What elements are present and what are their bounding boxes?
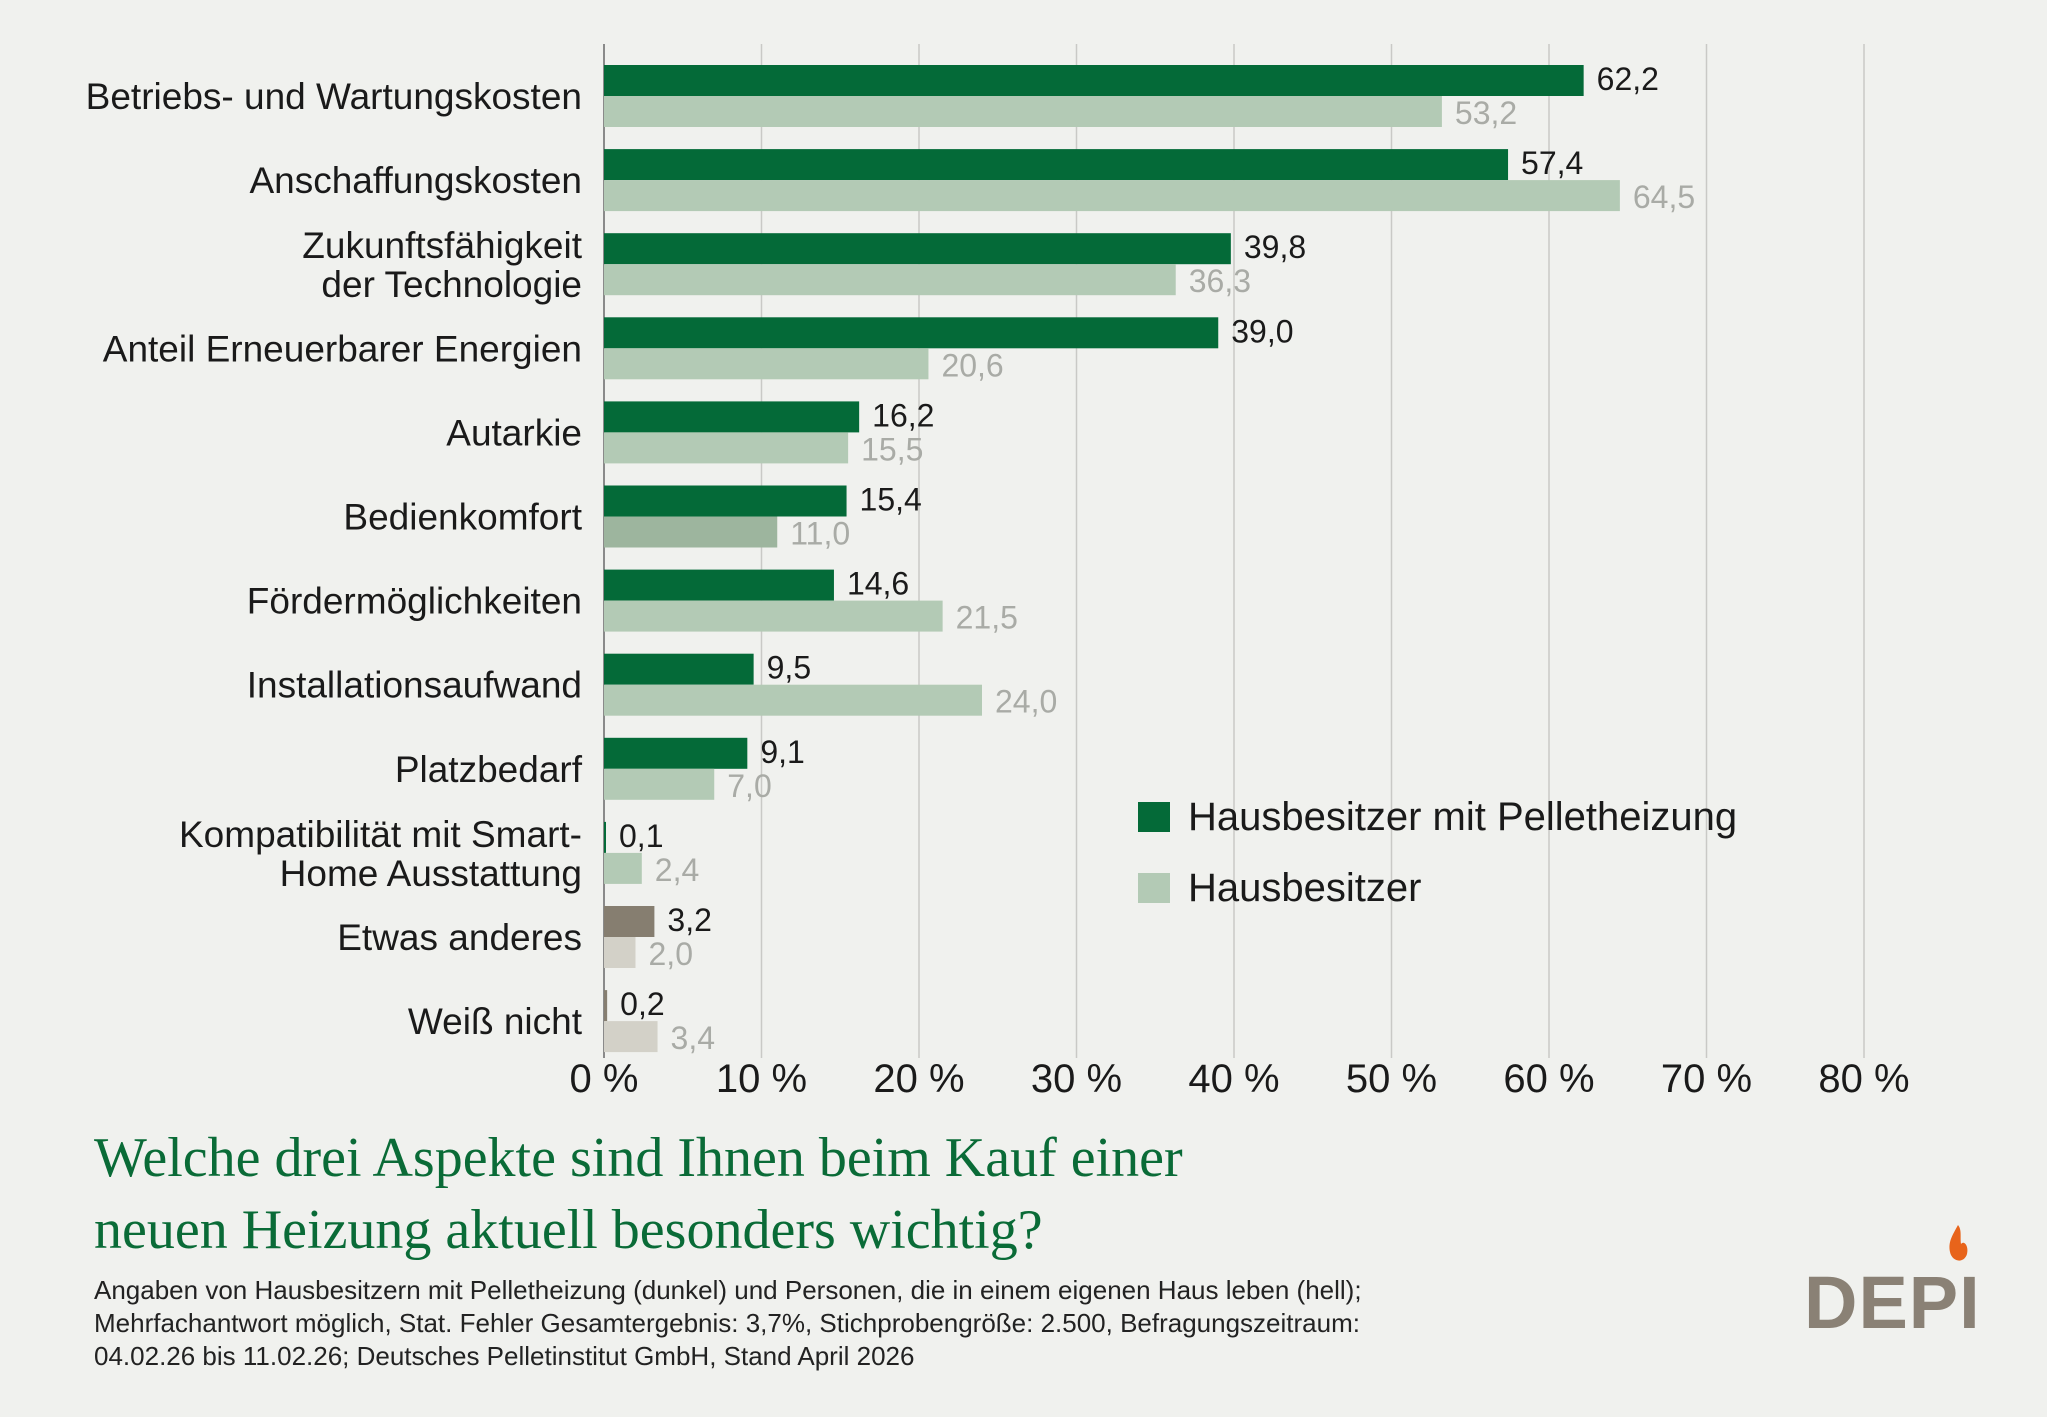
value-label-pellet: 3,2 (667, 902, 711, 938)
category-label: Zukunftsfähigkeit (302, 225, 582, 266)
value-label-pellet: 0,2 (620, 986, 664, 1022)
category-label: Home Ausstattung (280, 853, 582, 894)
bar-hausbesitzer (604, 264, 1176, 296)
value-label-hausbesitzer: 21,5 (956, 600, 1018, 636)
x-tick-label: 70 % (1661, 1057, 1752, 1101)
bar-hausbesitzer (604, 516, 778, 548)
legend-swatch-hausbesitzer (1138, 873, 1170, 903)
value-label-hausbesitzer: 7,0 (727, 768, 771, 804)
source-note-line-3: 04.02.26 bis 11.02.26; Deutsches Pelleti… (94, 1341, 915, 1371)
value-label-hausbesitzer: 11,0 (790, 516, 850, 552)
x-tick-label: 0 % (570, 1057, 639, 1101)
title-line-2: neuen Heizung aktuell besonders wichtig? (94, 1199, 1043, 1261)
value-label-pellet: 14,6 (847, 566, 909, 602)
bar-pellet (604, 401, 860, 433)
value-label-hausbesitzer: 2,0 (649, 936, 693, 972)
bar-pellet (604, 569, 834, 601)
bar-hausbesitzer (604, 684, 982, 716)
legend: Hausbesitzer mit Pelletheizung Hausbesit… (1138, 795, 1737, 910)
bar-pellet (604, 485, 847, 517)
category-label: Betriebs- und Wartungskosten (86, 76, 582, 117)
grid-lines (603, 44, 1865, 1058)
bar-pellet (604, 65, 1584, 96)
category-label: Autarkie (446, 412, 582, 453)
value-label-hausbesitzer: 20,6 (941, 347, 1003, 383)
value-label-pellet: 15,4 (860, 482, 922, 518)
value-label-hausbesitzer: 3,4 (671, 1020, 715, 1056)
category-label: Kompatibilität mit Smart- (179, 814, 582, 855)
value-label-pellet: 39,0 (1231, 313, 1293, 349)
x-tick-label: 10 % (716, 1057, 807, 1101)
title-line-1: Welche drei Aspekte sind Ihnen beim Kauf… (94, 1127, 1183, 1189)
bar-hausbesitzer (604, 852, 642, 884)
x-tick-label: 50 % (1346, 1057, 1437, 1101)
bar-pellet (604, 317, 1219, 349)
category-label: Installationsaufwand (247, 665, 582, 706)
logo-text: DEPI (1804, 1261, 1981, 1344)
x-tick-label: 20 % (873, 1057, 964, 1101)
category-label: Weiß nicht (408, 1001, 583, 1042)
x-tick-label: 80 % (1818, 1057, 1909, 1101)
category-label: Etwas anderes (337, 917, 582, 958)
bar-pellet (604, 821, 606, 853)
value-label-pellet: 0,1 (619, 818, 663, 854)
x-tick-label: 40 % (1188, 1057, 1279, 1101)
value-labels: 62,2 53,257,4 64,5 39,836,3 39,0 20,616,215,5… (619, 61, 1695, 1056)
legend-label-hausbesitzer: Hausbesitzer (1188, 866, 1421, 910)
category-label: Platzbedarf (395, 749, 583, 790)
value-label-hausbesitzer: 36,3 (1189, 263, 1251, 299)
bar-hausbesitzer (604, 937, 636, 968)
bar-chart: Betriebs- und Wartungskosten Anschaffungs… (86, 44, 1910, 1101)
category-label: Anschaffungskosten (249, 160, 582, 201)
value-label-pellet: 57,4 (1521, 145, 1583, 181)
legend-swatch-pellet (1138, 802, 1170, 832)
bar-pellet (604, 233, 1231, 265)
chart-title: Welche drei Aspekte sind Ihnen beim Kauf… (94, 1122, 1594, 1266)
bar-hausbesitzer (604, 180, 1620, 212)
bar-pellet (604, 653, 754, 685)
source-note-line-1: Angaben von Hausbesitzern mit Pelletheiz… (94, 1275, 1362, 1305)
bar-pellet (604, 737, 748, 769)
flame-icon (1949, 1225, 1968, 1261)
legend-label-pellet: Hausbesitzer mit Pelletheizung (1188, 795, 1737, 839)
bar-hausbesitzer (604, 1021, 658, 1053)
x-tick-label: 30 % (1031, 1057, 1122, 1101)
value-label-pellet: 9,5 (767, 650, 811, 686)
value-label-hausbesitzer: 64,5 (1633, 179, 1695, 215)
bar-hausbesitzer (604, 96, 1442, 127)
bar-hausbesitzer (604, 600, 943, 632)
category-label: Anteil Erneuerbarer Energien (103, 328, 582, 369)
depi-logo: DEPI (1804, 1220, 1980, 1340)
bar-pellet (604, 906, 655, 937)
category-label: Bedienkomfort (343, 497, 582, 538)
category-labels: Betriebs- und Wartungskosten Anschaffungs… (86, 76, 583, 1042)
value-label-hausbesitzer: 53,2 (1455, 95, 1517, 131)
x-axis-ticks: 0 % 10 % 20 % 30 % 40 % 50 % 60 % 70 % 80 % (570, 1057, 1910, 1101)
bar-pellet (604, 149, 1509, 181)
value-label-pellet: 16,2 (872, 397, 934, 433)
value-label-pellet: 62,2 (1597, 61, 1659, 97)
x-tick-label: 60 % (1503, 1057, 1594, 1101)
bar-hausbesitzer (604, 768, 715, 800)
bar-hausbesitzer (604, 348, 929, 380)
value-label-hausbesitzer: 15,5 (861, 431, 923, 467)
bar-hausbesitzer (604, 432, 849, 464)
value-label-hausbesitzer: 24,0 (995, 684, 1057, 720)
bars (604, 65, 1620, 1053)
bar-pellet (604, 990, 608, 1022)
category-label: der Technologie (321, 264, 582, 305)
source-note-line-2: Mehrfachantwort möglich, Stat. Fehler Ge… (94, 1308, 1360, 1338)
value-label-pellet: 9,1 (760, 734, 804, 770)
value-label-pellet: 39,8 (1244, 229, 1306, 265)
category-label: Fördermöglichkeiten (247, 581, 582, 622)
value-label-hausbesitzer: 2,4 (655, 852, 699, 888)
